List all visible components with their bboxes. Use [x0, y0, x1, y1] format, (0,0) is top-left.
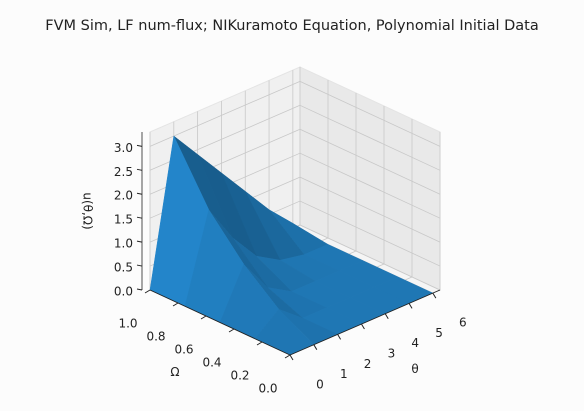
tick-mark: [144, 289, 151, 294]
tick-mark: [408, 303, 413, 309]
tick-mark: [136, 144, 143, 147]
z-tick-label: 2.0: [114, 189, 133, 203]
tick-mark: [136, 168, 143, 171]
axis-line: [149, 289, 291, 356]
tick-mark: [384, 313, 389, 319]
tick-mark: [136, 192, 143, 195]
tick-mark: [289, 354, 294, 361]
chart-title: FVM Sim, LF num-flux; NIKuramoto Equatio…: [45, 18, 538, 34]
grid-line: [299, 81, 441, 147]
z-tick-label: 0.5: [114, 261, 133, 275]
x-tick-label: 3: [388, 347, 396, 361]
y-axis-label: Ω: [170, 365, 179, 379]
z-tick-label: 1.0: [114, 237, 133, 251]
grid-line: [299, 104, 441, 171]
grid-line: [299, 176, 441, 243]
tick-mark: [136, 216, 143, 219]
tick-mark: [136, 240, 143, 243]
x-tick-label: 2: [364, 357, 372, 371]
axes: 0 1 2 3 4 5 6 0.0 0.2 0.4 0.6 0.8 1.0 0.0 0.5 1.0 1.5 2.0…: [81, 132, 467, 396]
z-tick-label: 2.5: [114, 165, 133, 179]
tick-mark: [136, 288, 143, 291]
grid-line: [299, 152, 441, 219]
tick-mark: [313, 344, 318, 350]
y-tick-label: 0.8: [146, 330, 165, 344]
x-axis-label: θ: [411, 362, 418, 376]
x-tick-label: 5: [435, 326, 443, 340]
z-tick-label: 1.5: [114, 213, 133, 227]
x-tick-label: 0: [316, 378, 324, 392]
grid-line: [299, 200, 441, 267]
tick-mark: [172, 302, 179, 307]
tick-mark: [337, 334, 342, 340]
x-tick-label: 6: [459, 316, 467, 330]
tick-mark: [136, 264, 143, 267]
grid-line: [299, 128, 441, 195]
y-tick-label: 0.2: [230, 369, 249, 383]
axis-line: [289, 289, 441, 356]
grid-line: [299, 224, 441, 291]
x-tick-label: 4: [411, 336, 419, 350]
y-tick-label: 0.0: [258, 382, 277, 396]
z-tick-label: 3.0: [114, 141, 133, 155]
tick-mark: [228, 328, 235, 333]
tick-mark: [200, 315, 207, 320]
y-tick-label: 1.0: [118, 317, 137, 331]
grid-line: [149, 80, 301, 147]
surface: [149, 135, 434, 356]
y-tick-label: 0.4: [202, 356, 221, 370]
tick-mark: [284, 354, 291, 359]
y-tick-label: 0.6: [174, 343, 193, 357]
tick-mark: [256, 341, 263, 346]
z-tick-label: 0.0: [114, 285, 133, 299]
tick-mark: [432, 292, 437, 299]
tick-mark: [360, 323, 365, 330]
x-tick-label: 1: [340, 367, 348, 381]
z-axis-label: u(θ,Ω): [81, 192, 95, 229]
